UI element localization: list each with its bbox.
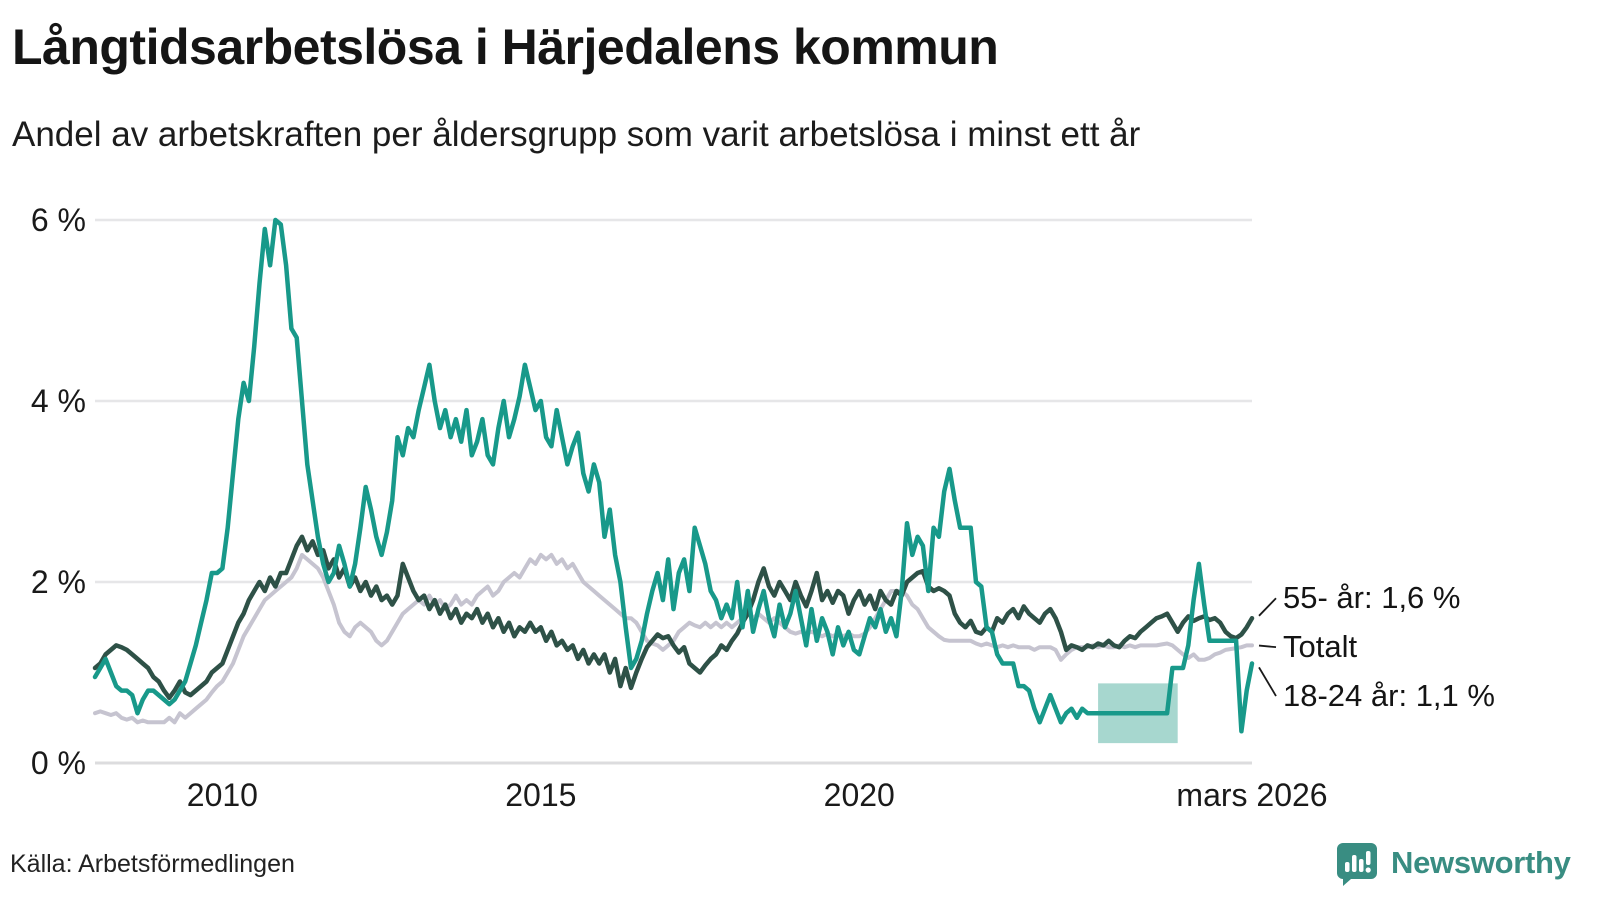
newsworthy-logo-icon: [1337, 843, 1377, 886]
x-tick-label: 2020: [824, 777, 895, 813]
brand-name: Newsworthy: [1391, 845, 1571, 880]
end-label-55-year: 55- år: 1,6 %: [1283, 580, 1461, 616]
source-credit: Källa: Arbetsförmedlingen: [10, 850, 295, 878]
series-line-totalt: [93, 552, 1254, 725]
series-line-55-r: [92, 534, 1255, 701]
page-subtitle: Andel av arbetskraften per åldersgrupp s…: [12, 115, 1141, 154]
leader-line: [1258, 644, 1277, 649]
y-tick-label: 0 %: [31, 745, 86, 781]
y-tick-label: 4 %: [31, 383, 86, 419]
y-tick-label: 6 %: [31, 202, 86, 238]
newsworthy-brand: Newsworthy: [1334, 840, 1571, 886]
end-label-totalt: Totalt: [1283, 629, 1358, 665]
x-tick-label: mars 2026: [1176, 777, 1327, 813]
x-tick-label: 2015: [505, 777, 576, 813]
y-tick-label: 2 %: [31, 564, 86, 600]
x-tick-label: 2010: [187, 777, 258, 813]
series-line-18-24-r: [92, 217, 1255, 734]
logo-bubble: [1337, 843, 1377, 886]
leader-line: [1258, 597, 1277, 617]
end-label-18-24-year: 18-24 år: 1,1 %: [1283, 678, 1495, 714]
leader-line: [1258, 666, 1277, 697]
page-title: Långtidsarbetslösa i Härjedalens kommun: [12, 19, 999, 75]
